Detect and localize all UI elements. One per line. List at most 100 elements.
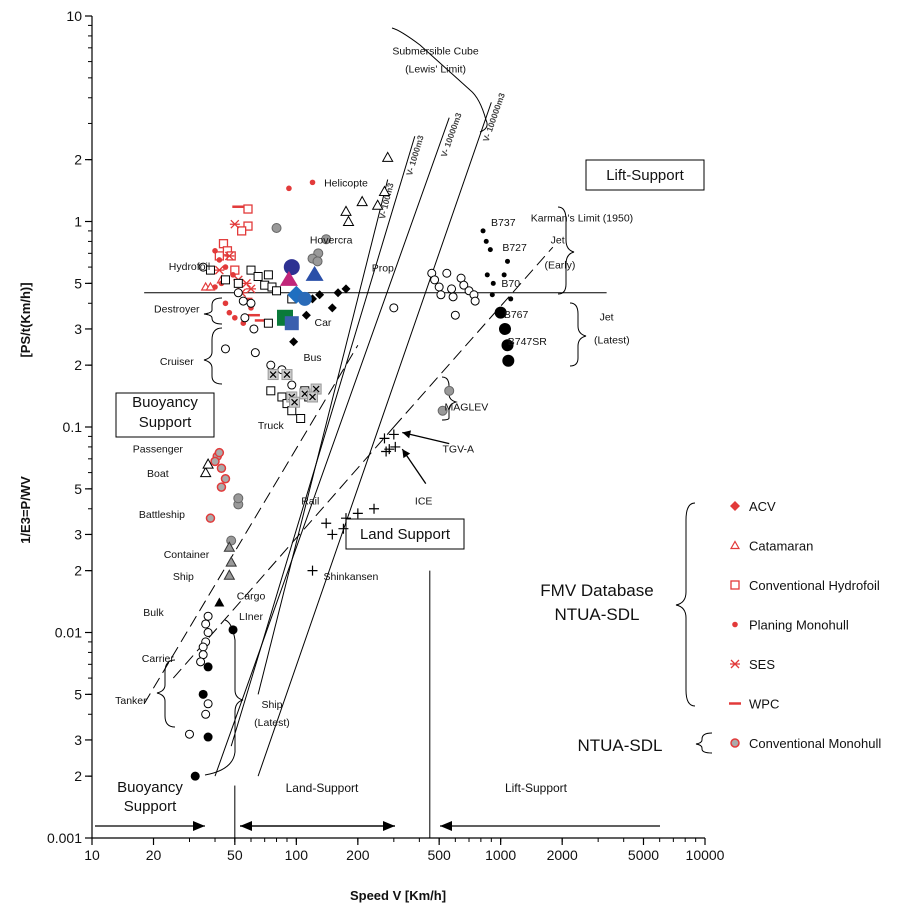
annotation-label: Car — [315, 317, 332, 329]
data-point-circle-black-large — [501, 339, 514, 352]
annotation-label: Bus — [303, 352, 321, 364]
buoyancy-arrow-head — [193, 821, 205, 831]
data-point-dot-black — [504, 258, 510, 264]
annotation-label: Prop — [372, 263, 394, 275]
lift-region-box — [585, 159, 705, 191]
data-point-square-cross-cross — [309, 393, 316, 401]
data-point-dot-black — [489, 292, 495, 298]
data-point-dot-red — [732, 621, 738, 628]
legend-group1-label: NTUA-SDL — [554, 605, 639, 624]
data-point-asterisk-red — [246, 284, 257, 294]
data-point-square-open-red — [237, 226, 247, 236]
series — [214, 597, 225, 607]
series — [480, 228, 514, 302]
envelope-line — [393, 246, 554, 428]
data-point-circle-open — [198, 642, 208, 652]
data-point-plus — [340, 513, 351, 524]
data-point-triangle-open — [199, 466, 212, 478]
annotation-label: Hydrofoil — [169, 261, 210, 273]
y-axis-title-main: 1/E3=P/WV — [18, 476, 33, 544]
data-point-dot-black — [483, 238, 489, 244]
land-arrow-right-head — [383, 821, 395, 831]
volume-line — [257, 102, 492, 777]
y-tick-label: 2 — [74, 152, 82, 168]
legend-item: SES — [730, 657, 775, 672]
data-point-triangle-open-red — [729, 540, 741, 550]
data-point-circle-open — [250, 348, 260, 358]
submersible-brace — [391, 27, 488, 133]
data-point-circle-black — [203, 732, 213, 742]
annotation-label: Bulk — [143, 607, 164, 619]
data-point-circle-gray-redrim — [214, 447, 225, 458]
data-point-triangle-open — [342, 215, 355, 226]
data-point-square-open-red — [730, 580, 740, 590]
data-point-diamond-black — [341, 284, 351, 294]
x-tick-label: 10 — [84, 847, 100, 863]
data-point-asterisk-red — [241, 278, 252, 288]
data-point-circle-open — [470, 296, 480, 306]
y-tick-label: 2 — [74, 768, 82, 784]
data-point-circle-open — [447, 284, 457, 294]
data-point-asterisk-red — [224, 251, 235, 261]
data-point-circle-gray-redrim — [730, 738, 740, 748]
annotation-label: Submersible Cube — [392, 45, 479, 57]
legend-item: WPC — [729, 697, 779, 712]
data-point-square-open — [266, 386, 276, 396]
annotation-label: Boat — [147, 468, 169, 480]
jet-early-brace — [557, 206, 575, 295]
annotation-label: Destroyer — [154, 304, 200, 316]
data-point-circle-open — [184, 729, 194, 739]
data-point-square-open — [233, 278, 243, 288]
data-point-square-open — [296, 413, 306, 423]
data-point-blue-circle — [297, 291, 312, 306]
data-point-circle-open — [238, 296, 248, 306]
x-tick-label: 10000 — [686, 847, 725, 863]
legend-item: Conventional Monohull — [730, 736, 881, 751]
annotation-label: LIner — [239, 611, 263, 623]
data-point-plus — [321, 518, 332, 529]
data-point-square-open-red — [243, 221, 253, 231]
ice-pointer-head — [402, 449, 411, 459]
data-point-dot-black — [484, 272, 490, 278]
data-point-square-cross-cross — [283, 371, 291, 378]
annotation-label: Rail — [301, 495, 319, 507]
annotation-label: Jet — [600, 311, 614, 323]
data-point-circle-open — [442, 268, 452, 278]
data-point-circle-gray — [312, 256, 323, 267]
annotation-label: B767 — [504, 309, 529, 321]
y-tick-label: 3 — [74, 321, 82, 337]
series — [289, 284, 351, 347]
data-point-square-open — [263, 318, 273, 328]
volume-line — [257, 179, 389, 695]
buoyancy-region-label: Buoyancy — [132, 394, 198, 411]
tanker-brace — [156, 659, 176, 728]
data-point-circle-open — [389, 303, 399, 313]
data-point-square-open — [220, 275, 230, 285]
data-point-dot-red — [232, 314, 238, 321]
annotation-label: Passenger — [133, 444, 184, 456]
data-point-square-cross-cross — [291, 398, 298, 406]
annotation-label: (Lewis' Limit) — [405, 64, 466, 76]
data-marks — [184, 151, 515, 781]
y-tick-label: 0.01 — [55, 625, 82, 641]
data-point-triangle-gray — [223, 541, 236, 552]
data-point-circle-gray — [437, 405, 448, 416]
annotation-label: MAGLEV — [445, 402, 489, 414]
data-point-dot-red — [216, 257, 223, 263]
data-point-circle-open — [203, 611, 213, 621]
data-point-triangle-open — [202, 458, 214, 469]
annotation-label: Shinkansen — [323, 571, 378, 583]
y-tick-label: 3 — [74, 526, 82, 542]
data-point-square-open — [287, 406, 297, 416]
annotation-label: (Latest) — [594, 334, 630, 346]
data-point-circle-open — [220, 344, 230, 354]
x-axis-title: Speed V [Km/h] — [350, 888, 446, 903]
data-point-plus — [379, 433, 390, 444]
series — [223, 541, 238, 580]
legend: ACV Catamaran Conventional Hydrofoil Planin… — [540, 499, 881, 755]
data-point-circle-open — [203, 628, 213, 637]
data-point-circle-gray-redrim — [205, 513, 216, 523]
legend-item-label: WPC — [749, 697, 779, 712]
data-point-square-cross-cross — [312, 385, 320, 393]
